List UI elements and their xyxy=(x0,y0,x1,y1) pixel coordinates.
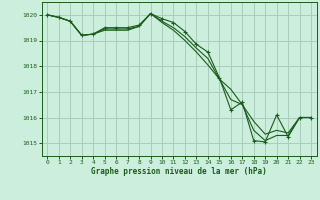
X-axis label: Graphe pression niveau de la mer (hPa): Graphe pression niveau de la mer (hPa) xyxy=(91,167,267,176)
